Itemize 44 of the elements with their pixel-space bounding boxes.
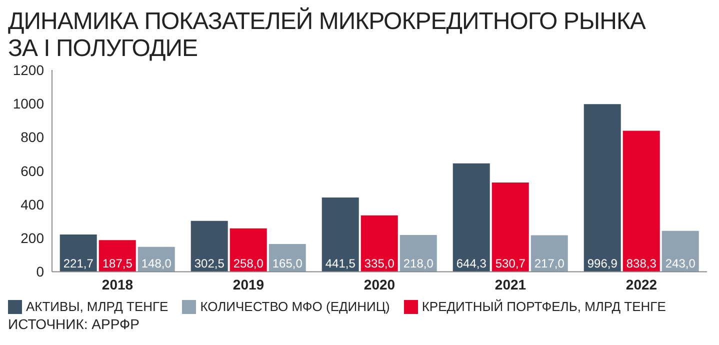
y-tick-label: 0 bbox=[36, 264, 44, 280]
bar bbox=[622, 130, 660, 272]
data-label: 217,0 bbox=[534, 256, 565, 271]
y-tick-label: 1200 bbox=[12, 62, 44, 78]
data-label: 221,7 bbox=[63, 256, 94, 271]
data-label: 187,5 bbox=[102, 256, 133, 271]
bar bbox=[400, 235, 437, 272]
x-tick-label: 2022 bbox=[626, 276, 658, 293]
x-tick-label: 2019 bbox=[232, 276, 264, 293]
data-label: 838,3 bbox=[626, 256, 657, 271]
y-tick-label: 400 bbox=[20, 196, 44, 212]
y-tick-label: 200 bbox=[20, 230, 44, 246]
data-label: 302,5 bbox=[194, 256, 225, 271]
legend-label: АКТИВЫ, МЛРД ТЕНГЕ bbox=[26, 298, 168, 314]
x-tick-label: 2021 bbox=[494, 276, 526, 293]
data-label: 148,0 bbox=[141, 256, 172, 271]
y-tick-label: 800 bbox=[20, 129, 44, 146]
legend-label: КРЕДИТНЫЙ ПОРТФЕЛЬ, МЛРД ТЕНГЕ bbox=[422, 298, 666, 314]
bar bbox=[60, 234, 97, 272]
data-label: 996,9 bbox=[587, 256, 618, 271]
data-label: 441,5 bbox=[325, 256, 356, 271]
data-label: 243,0 bbox=[665, 256, 696, 271]
x-tick-label: 2020 bbox=[364, 276, 396, 293]
data-label: 218,0 bbox=[403, 256, 434, 271]
data-label: 335,0 bbox=[364, 256, 395, 271]
bar bbox=[530, 235, 568, 272]
bar bbox=[322, 197, 359, 272]
bar bbox=[230, 228, 267, 272]
data-label: 258,0 bbox=[233, 256, 264, 271]
bar bbox=[360, 215, 398, 272]
chart-title: ДИНАМИКА ПОКАЗАТЕЛЕЙ МИКРОКРЕДИТНОГО РЫНКА ЗА I ПОЛУГОДИЕ bbox=[8, 8, 647, 62]
data-label: 165,0 bbox=[272, 256, 303, 271]
legend-label: КОЛИЧЕСТВО МФО (ЕДИНИЦ) bbox=[200, 298, 390, 314]
text: ИСТОЧНИК: АРРФР bbox=[8, 316, 140, 332]
bar bbox=[584, 104, 621, 272]
data-label: 644,3 bbox=[456, 256, 487, 271]
bar bbox=[452, 163, 490, 272]
bar bbox=[662, 230, 699, 272]
y-tick-label: 1000 bbox=[12, 96, 44, 112]
x-tick-label: 2018 bbox=[102, 276, 134, 293]
bar bbox=[492, 182, 529, 272]
bar bbox=[190, 220, 228, 272]
data-label: 530,7 bbox=[495, 256, 526, 271]
y-tick-label: 600 bbox=[20, 162, 44, 179]
